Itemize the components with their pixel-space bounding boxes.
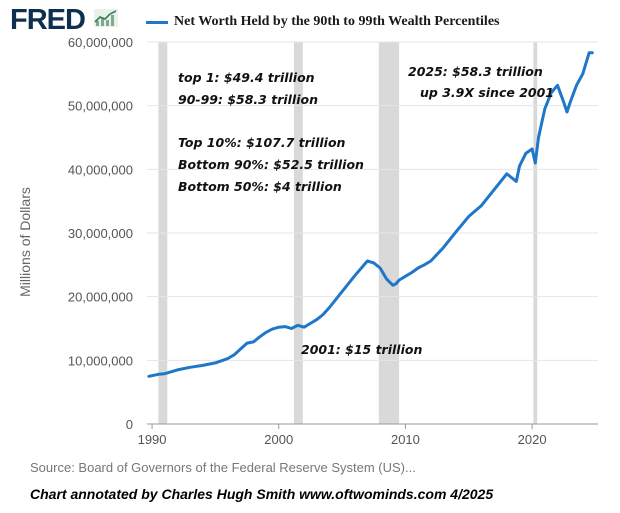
annotation-credit: Chart annotated by Charles Hugh Smith ww… <box>30 486 494 502</box>
annotation-2025-value: 2025: $58.3 trillion <box>408 64 543 79</box>
x-tick-label: 1990 <box>138 432 167 447</box>
line-chart: 0 10,000,000 20,000,000 30,000,000 40,000,00… <box>17 35 598 447</box>
x-tick-label: 2000 <box>264 432 293 447</box>
y-tick-label: 60,000,000 <box>68 35 133 50</box>
x-tick-label: 2010 <box>391 432 420 447</box>
source-note[interactable]: Source: Board of Governors of the Federa… <box>30 460 416 475</box>
x-axis-ticks: 1990 2000 2010 2020 <box>138 424 547 447</box>
y-tick-label: 30,000,000 <box>68 226 133 241</box>
legend-series-label: Net Worth Held by the 90th to 99th Wealt… <box>174 14 500 29</box>
y-tick-label: 0 <box>126 417 133 432</box>
y-tick-label: 20,000,000 <box>68 290 133 305</box>
line-graph-icon <box>94 9 119 27</box>
y-tick-label: 40,000,000 <box>68 162 133 177</box>
fred-logo-text: FRED <box>10 4 86 36</box>
fred-logo[interactable]: FRED <box>10 4 119 37</box>
x-tick-label: 2020 <box>518 432 547 447</box>
annotation-2001: 2001: $15 trillion <box>301 342 422 357</box>
y-tick-label: 50,000,000 <box>68 99 133 114</box>
annotation-2025-growth: up 3.9X since 2001 <box>420 85 554 100</box>
series-line-1 <box>147 51 594 378</box>
y-axis-ticks: 0 10,000,000 20,000,000 30,000,000 40,000,00… <box>68 35 133 432</box>
annotation-bottom90: Bottom 90%: $52.5 trillion <box>178 157 364 172</box>
annotation-top1: top 1: $49.4 trillion <box>178 70 315 85</box>
annotations: top 1: $49.4 trillion 90-99: $58.3 trill… <box>178 64 554 357</box>
chart-legend: Net Worth Held by the 90th to 99th Wealt… <box>146 12 499 32</box>
legend-line-swatch <box>146 20 168 24</box>
annotation-bottom50: Bottom 50%: $4 trillion <box>178 179 342 194</box>
annotation-90-99: 90-99: $58.3 trillion <box>178 92 318 107</box>
annotation-top10: Top 10%: $107.7 trillion <box>178 135 346 150</box>
y-axis-title: Millions of Dollars <box>17 187 33 297</box>
y-tick-label: 10,000,000 <box>68 353 133 368</box>
series-layer <box>147 51 594 378</box>
